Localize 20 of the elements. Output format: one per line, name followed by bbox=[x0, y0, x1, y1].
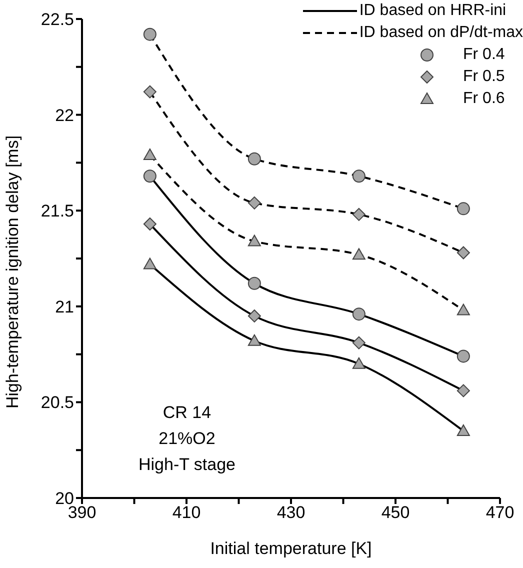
x-tick-label: 410 bbox=[172, 503, 201, 522]
legend-label: ID based on HRR-ini bbox=[359, 1, 506, 21]
legend-label: Fr 0.6 bbox=[463, 89, 506, 109]
y-tick-label: 22 bbox=[55, 106, 74, 125]
legend-label: ID based on dP/dt-max bbox=[359, 23, 523, 43]
y-axis-title: High-temperature ignition delay [ms] bbox=[3, 135, 22, 408]
x-tick-label: 390 bbox=[68, 503, 96, 522]
legend-label: Fr 0.4 bbox=[463, 45, 506, 65]
x-tick-label: 450 bbox=[381, 503, 410, 522]
annotation: 21%O2 bbox=[158, 428, 216, 450]
y-tick-label: 22.5 bbox=[40, 10, 74, 30]
annotation: High-T stage bbox=[137, 454, 236, 476]
y-tick-label: 21 bbox=[55, 297, 74, 316]
x-axis-title: Initial temperature [K] bbox=[210, 539, 372, 558]
x-tick-label: 470 bbox=[486, 503, 514, 522]
y-tick-label: 21.5 bbox=[40, 202, 74, 221]
y-tick-label: 20.5 bbox=[40, 393, 74, 412]
annotation: CR 14 bbox=[162, 402, 212, 424]
legend-label: Fr 0.5 bbox=[463, 67, 506, 87]
x-tick-label: 430 bbox=[276, 503, 306, 522]
